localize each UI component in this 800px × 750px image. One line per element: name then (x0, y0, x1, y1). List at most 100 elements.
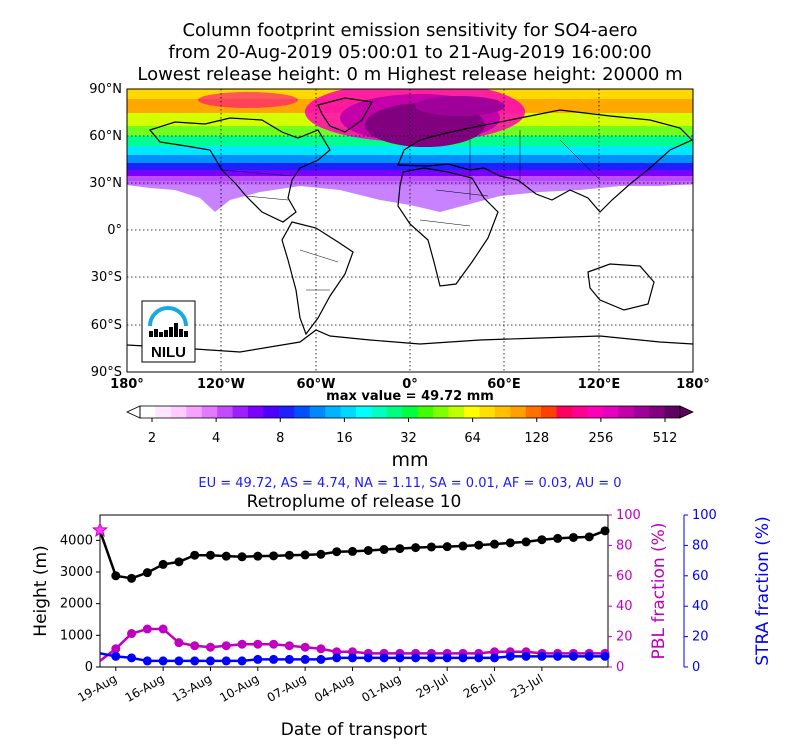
colorbar-swatch (417, 406, 434, 418)
series-point-height (568, 532, 578, 542)
map-longitude-labels: 180° 120°W 60°W 0° 60°E 120°E 180° (110, 377, 710, 392)
series-point-height (253, 551, 263, 561)
colorbar-max-arrow (679, 405, 694, 419)
colorbar-swatch (201, 406, 218, 418)
series-point-height (269, 551, 279, 561)
y-axis-label-pbl: PBL fraction (%) (649, 523, 669, 660)
series-point-stra (348, 653, 357, 663)
colorbar-swatch (572, 406, 588, 418)
stra-tick-label: 80 (692, 538, 709, 553)
colorbar-swatch (356, 406, 372, 418)
coast-south-america (281, 221, 354, 336)
series-point-stra (426, 653, 436, 663)
retroplume-title: Retroplume of release 10 (247, 492, 462, 512)
series-point-height (537, 535, 547, 545)
colorbar-tick-label: 256 (588, 431, 613, 446)
colorbar-swatch (325, 406, 341, 418)
colorbar-swatch (525, 406, 542, 418)
x-tick-label: 01-Aug (359, 671, 403, 705)
series-point-stra (490, 653, 500, 663)
plot-frame (99, 514, 609, 668)
series-point-stra (411, 653, 421, 663)
series-point-height (142, 568, 152, 578)
series-point-pbl (253, 639, 263, 649)
series-point-pbl (284, 641, 294, 651)
series-point-stra (190, 656, 200, 666)
stra-tick-label: 60 (692, 569, 709, 584)
colorbar-swatch (232, 406, 249, 418)
series-point-stra (363, 653, 373, 663)
colorbar-swatch (633, 406, 650, 418)
colorbar-swatch (510, 406, 527, 418)
series-point-height (490, 539, 500, 549)
colorbar-swatch (386, 406, 403, 418)
lon-label: 120°W (197, 377, 245, 392)
series-point-stra (442, 653, 452, 663)
series-point-height (395, 544, 405, 554)
lon-label: 120°E (578, 377, 621, 392)
series-point-stra (474, 653, 484, 663)
colorbar-tick-label: 128 (524, 431, 549, 446)
series-point-stra (158, 656, 168, 666)
series-point-height (316, 549, 326, 559)
series-point-stra (568, 651, 578, 661)
nilu-logo: NILU (141, 300, 196, 363)
series-point-height (379, 545, 389, 555)
lon-label: 0° (402, 377, 418, 392)
colorbar-tick-label: 8 (276, 431, 284, 446)
series-point-pbl (190, 641, 200, 651)
stra-tick-label: 100 (692, 508, 717, 523)
series-point-stra (127, 653, 137, 663)
colorbar-swatch (448, 406, 465, 418)
colorbar-swatch (340, 406, 357, 418)
series-point-pbl (221, 641, 231, 651)
field-core-north (415, 96, 505, 116)
field-patch-arctic (198, 92, 298, 108)
series-point-pbl (174, 638, 184, 648)
footprint-map: NILU (126, 88, 694, 373)
series-point-height (111, 571, 121, 581)
series-point-height (174, 557, 184, 567)
retroplume-chart: 0100020003000400002040608010002040608010… (60, 508, 717, 705)
series-point-height (158, 559, 168, 569)
coast-africa (397, 167, 499, 287)
series-point-height (284, 550, 294, 560)
series-point-pbl (142, 624, 152, 634)
series-point-stra (253, 654, 263, 664)
map-latitude-labels: 90°N 60°N 30°N 0° 30°S 60°S 90°S (89, 82, 122, 380)
logo-text: NILU (151, 344, 186, 361)
max-value-label: max value = 49.72 mm (326, 389, 494, 404)
pbl-tick-label: 20 (616, 630, 633, 645)
pbl-tick-label: 80 (616, 538, 633, 553)
series-point-stra (269, 654, 279, 664)
lon-label: 60°W (297, 377, 336, 392)
colorbar-tick-label: 32 (400, 431, 417, 446)
series-point-stra (537, 651, 547, 661)
colorbar-swatch (170, 406, 187, 418)
chart-title-line-2: from 20-Aug-2019 05:00:01 to 21-Aug-2019… (168, 42, 652, 63)
series-point-stra (300, 654, 310, 664)
colorbar: 2 4 8 16 32 64 128 256 512 (126, 405, 694, 446)
series-point-height (521, 537, 531, 547)
colorbar-swatch (155, 406, 172, 418)
series-point-height (584, 532, 594, 542)
border-lines (221, 130, 601, 291)
series-point-stra (505, 651, 515, 661)
chart-title-line-1: Column footprint emission sensitivity fo… (182, 20, 638, 41)
lon-label: 60°E (487, 377, 520, 392)
series-point-height (600, 526, 610, 536)
coast-australia (587, 263, 655, 311)
series-point-stra (316, 654, 326, 664)
colorbar-swatch (278, 406, 295, 418)
lat-label: 90°S (91, 365, 122, 380)
series-point-height (442, 542, 452, 552)
height-tick-label: 0 (85, 660, 93, 675)
lat-label: 30°S (91, 270, 122, 285)
series-point-stra (284, 654, 294, 664)
series-point-stra (458, 653, 468, 663)
country-borders (221, 130, 601, 291)
series-point-height (221, 551, 231, 561)
pbl-tick-label: 100 (616, 508, 641, 523)
series-point-pbl (269, 639, 279, 649)
map-grid (127, 89, 693, 372)
